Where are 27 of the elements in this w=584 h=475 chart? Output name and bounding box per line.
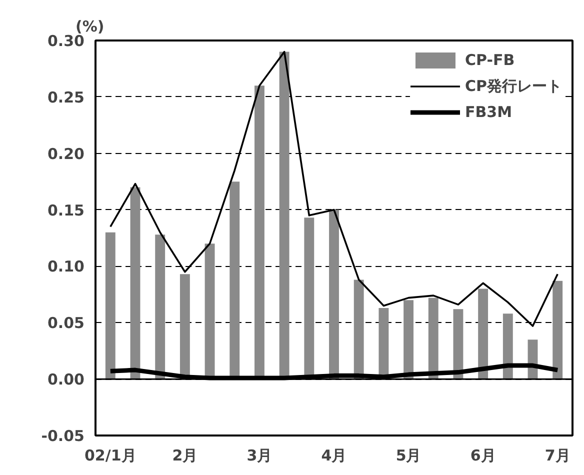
bar: [130, 187, 140, 380]
x-tick-label: 4月: [321, 446, 347, 464]
x-tick-label: 02/1月: [84, 446, 136, 464]
y-tick-label: 0.05: [47, 314, 85, 332]
bar: [502, 314, 513, 380]
y-tick-label: 0.20: [47, 144, 85, 163]
bar: [329, 210, 339, 380]
x-tick-label: 6月: [470, 446, 496, 464]
y-tick-label: 0.15: [47, 201, 85, 220]
bar: [404, 300, 414, 380]
bar: [105, 232, 116, 380]
legend-label: FB3M: [464, 103, 512, 121]
legend-label: CP発行レート: [464, 76, 562, 96]
bar: [428, 298, 438, 380]
x-tick-label: 5月: [396, 446, 422, 464]
bar: [478, 288, 488, 380]
bar: [354, 280, 364, 380]
bar: [552, 280, 563, 380]
y-tick-label: 0.10: [47, 258, 85, 276]
legend-label: CP-FB: [464, 51, 515, 69]
x-tick-label: 2月: [172, 446, 198, 464]
x-tick-label: 7月: [544, 446, 570, 464]
y-tick-label: -0.05: [41, 427, 85, 445]
y-tick-label: 0.00: [47, 370, 85, 389]
x-tick-label: 3月: [246, 446, 272, 464]
bar: [155, 234, 166, 380]
y-tick-label: 0.25: [47, 88, 85, 106]
